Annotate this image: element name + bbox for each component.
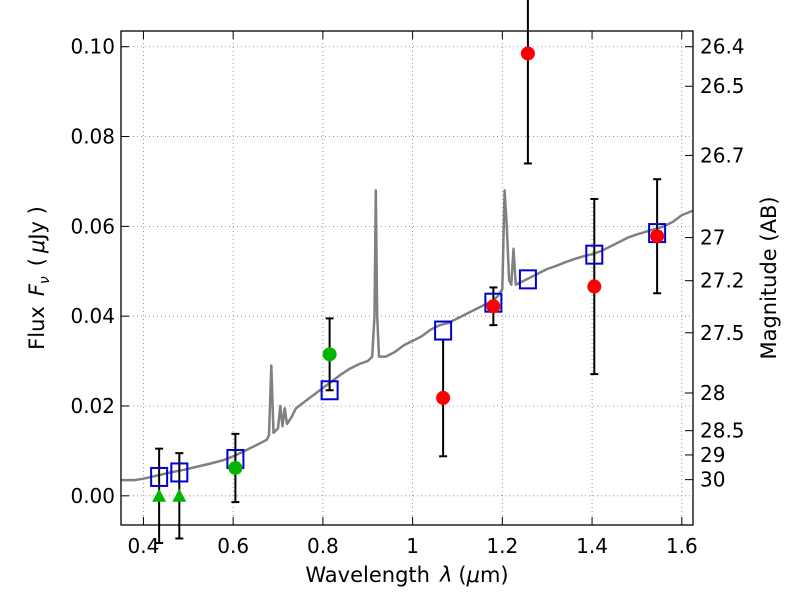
x-tick-label: 0.4 (128, 534, 160, 558)
y-tick-label: 0.00 (70, 484, 115, 508)
template-square (518, 269, 537, 290)
magnitude-tick-label: 26.4 (700, 35, 745, 59)
magnitude-tick-label: 28.5 (700, 419, 745, 443)
data-points-layer (152, 46, 665, 502)
magnitude-tick-label: 26.5 (700, 74, 745, 98)
magnitude-axis-label: Magnitude (AB) (757, 196, 781, 359)
magnitude-tick-label: 29 (700, 443, 725, 467)
ticks-layer: 0.4 0.6 0.8 1 1.2 1.4 1.6 0.00 0.02 0.04 0.06 0.08 0… (70, 31, 745, 558)
x-axis-label-symbol: λ (439, 563, 452, 587)
green-data-point (228, 460, 243, 475)
template-square (170, 462, 189, 483)
red-data-point (486, 299, 501, 314)
y-axis-label-text: Flux (25, 306, 49, 350)
magnitude-tick-label: 27.2 (700, 269, 745, 293)
y-axis-label-open: ( (25, 258, 49, 266)
green-triangle-marker (152, 488, 167, 502)
magnitude-tick-label: 26.7 (700, 143, 745, 167)
template-square (150, 466, 169, 487)
x-axis-label-unit: m) (480, 563, 509, 587)
plot-frame (120, 30, 694, 526)
x-tick-label: 0.6 (217, 534, 249, 558)
y-tick-label: 0.08 (70, 125, 115, 149)
y-axis-label: Flux Fν ( μJy ) (25, 206, 53, 350)
green-data-point (322, 347, 337, 362)
x-axis-label-open: ( (458, 563, 466, 587)
template-square (434, 320, 453, 341)
y-tick-label: 0.02 (70, 394, 115, 418)
y-axis-label-symbol: F (25, 283, 49, 296)
red-data-point (436, 390, 451, 405)
y-tick-label: 0.06 (70, 214, 115, 238)
red-data-point (520, 46, 535, 61)
x-tick-label: 1 (406, 534, 419, 558)
y-tick-label: 0.04 (70, 304, 115, 328)
magnitude-tick-label: 27.5 (700, 321, 745, 345)
magnitude-tick-label: 27 (700, 226, 725, 250)
x-tick-label: 1.4 (576, 534, 608, 558)
x-axis-label-text: Wavelength (305, 563, 430, 587)
x-axis-label: Wavelength λ (μm) (305, 563, 508, 587)
red-data-point (650, 229, 665, 244)
model-spectrum-layer (121, 189, 694, 482)
y-axis-label-unit: Jy ) (25, 206, 49, 242)
grid (121, 31, 693, 525)
red-data-point (587, 279, 602, 294)
x-axis-label-mu: μ (466, 563, 480, 587)
template-square (320, 380, 339, 401)
y-axis-label-subscript: ν (37, 276, 53, 284)
x-tick-label: 1.2 (486, 534, 518, 558)
magnitude-tick-label: 28 (700, 381, 725, 405)
template-square (585, 244, 604, 265)
y-tick-label: 0.10 (70, 35, 115, 59)
model-spectrum-line (121, 189, 694, 482)
green-triangle-marker (172, 488, 187, 502)
x-tick-label: 1.6 (666, 534, 698, 558)
y-axis-label-mu: μ (25, 240, 49, 254)
x-tick-label: 0.8 (307, 534, 339, 558)
magnitude-tick-label: 30 (700, 468, 725, 492)
